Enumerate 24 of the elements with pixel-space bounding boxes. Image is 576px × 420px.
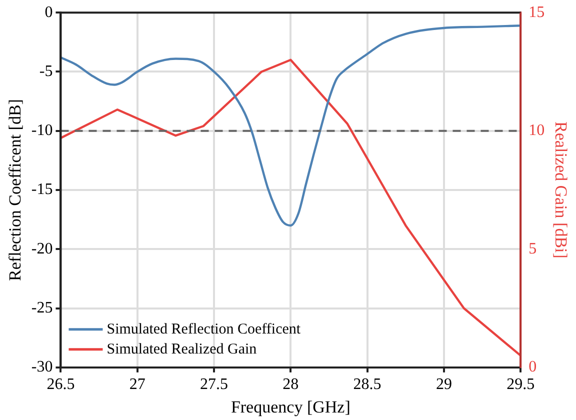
x-tick-label: 27.5 xyxy=(200,376,228,394)
y-tick-label: -5 xyxy=(39,62,53,80)
y-tick-label: -30 xyxy=(31,358,53,376)
y-tick-label: -15 xyxy=(31,181,53,198)
line-series xyxy=(60,24,521,227)
x-tick-label: 29 xyxy=(436,376,452,394)
y2-tick-label: 5 xyxy=(528,240,537,258)
x-tick-label: 27 xyxy=(129,376,146,394)
y2-tick-label: 10 xyxy=(528,122,545,140)
x-tick-label: 29.5 xyxy=(506,376,535,394)
x-tick-label: 28.5 xyxy=(353,376,382,394)
y-tick-label: -20 xyxy=(31,240,53,258)
y2-tick-label: 15 xyxy=(528,4,545,21)
legend-label: Simulated Reflection Coefficent xyxy=(106,321,302,338)
y2-tick-label: 0 xyxy=(528,358,537,376)
x-tick-label: 26.5 xyxy=(46,376,75,394)
legend-label: Simulated Realized Gain xyxy=(106,341,258,358)
y-tick-label: 0 xyxy=(44,4,53,21)
x-tick-label: 28 xyxy=(282,376,299,394)
x-axis-title: Frequency [GHz] xyxy=(230,397,350,416)
y-axis-title: Reflection Coefficent [dB] xyxy=(6,99,25,281)
y-tick-label: -10 xyxy=(31,122,53,140)
y-tick-label: -25 xyxy=(31,299,53,316)
y2-axis-title: Realized Gain [dBi] xyxy=(551,122,570,258)
